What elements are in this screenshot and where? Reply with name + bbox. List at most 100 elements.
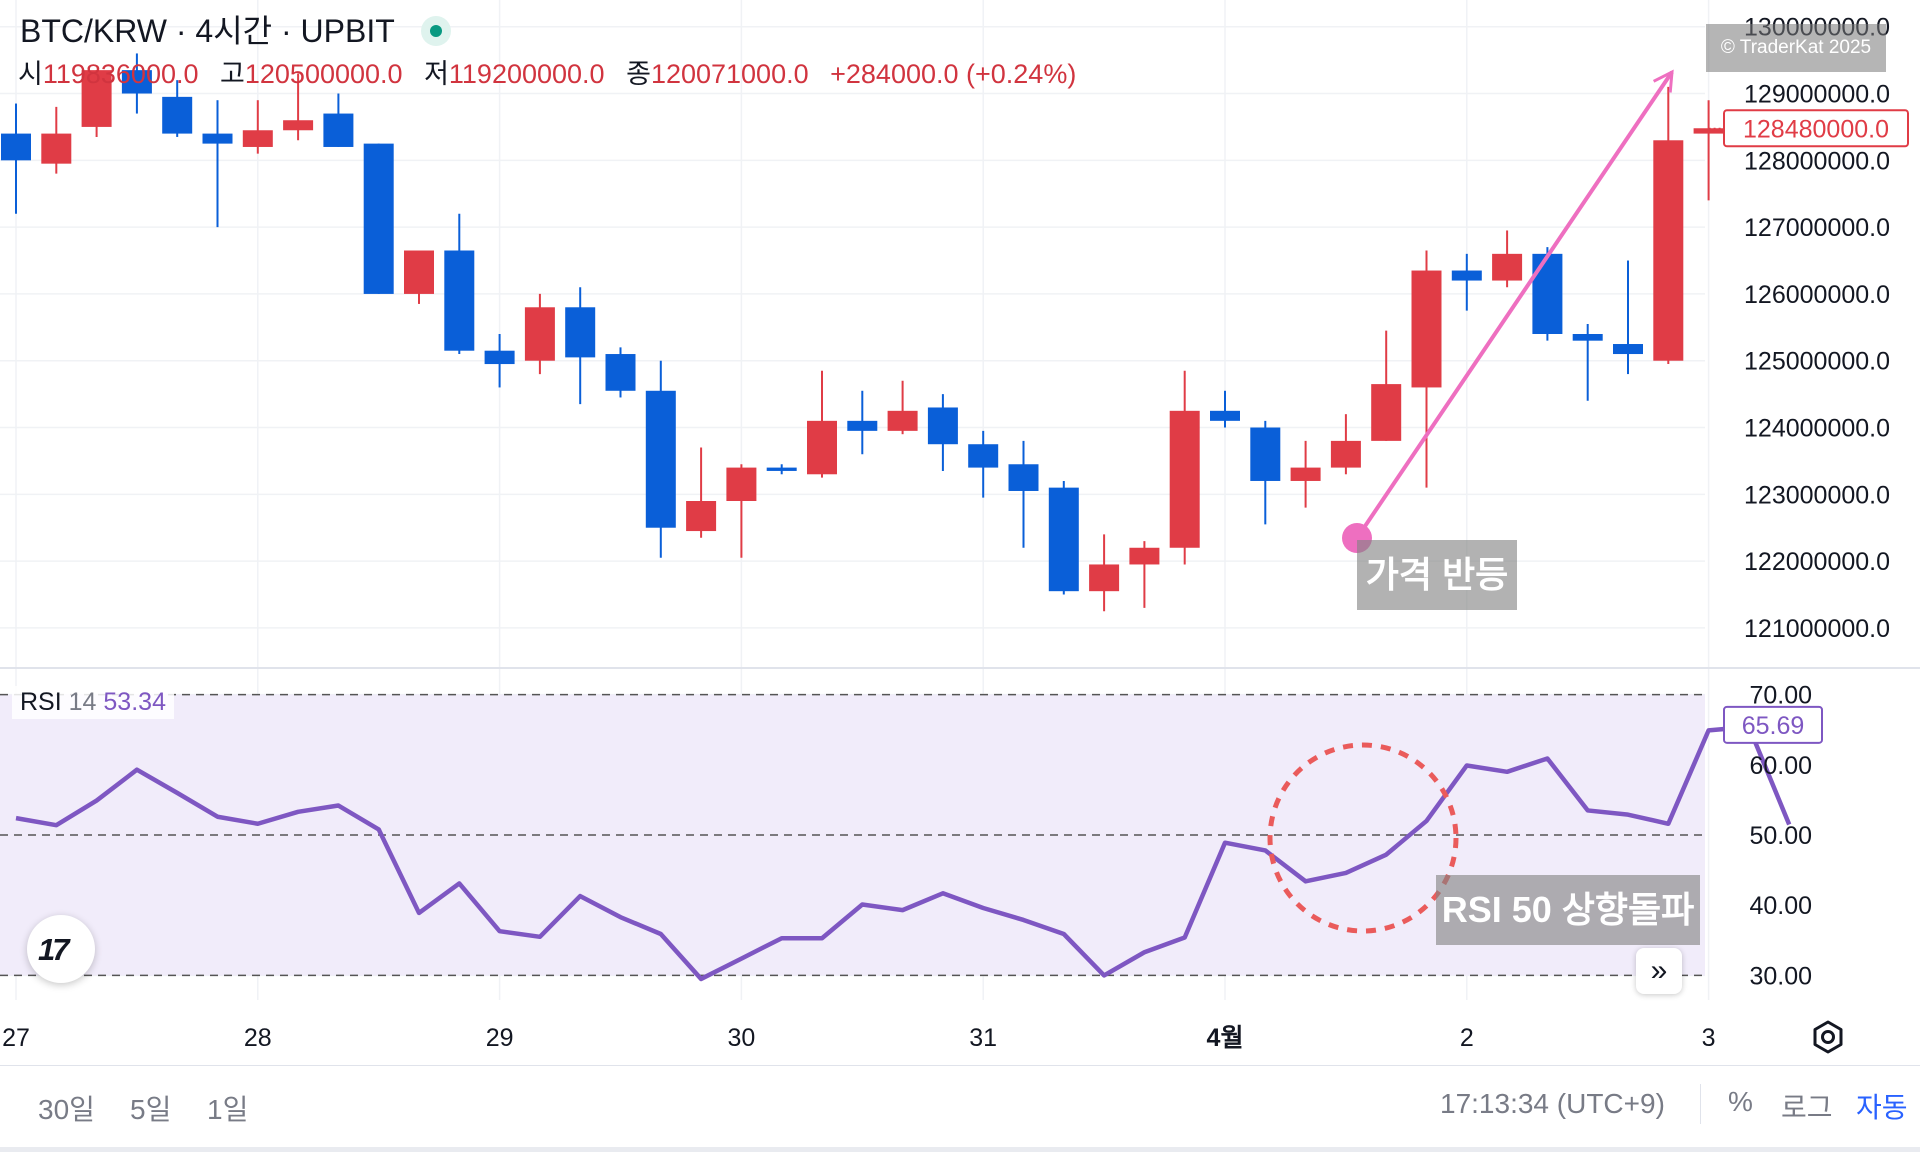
candle: [484, 334, 515, 388]
candle: [202, 100, 233, 228]
candle: [1371, 330, 1402, 441]
open-label: 시: [18, 59, 43, 89]
rsi-axis: 30.00 40.00 50.00 60.00 70.00: [1749, 682, 1812, 991]
candle: [887, 380, 918, 435]
price-axis: 121000000.0 122000000.0 123000000.0 1240000…: [1744, 14, 1890, 643]
candle-body: [1, 133, 31, 161]
price-tick-label: 125000000.0: [1744, 348, 1890, 376]
candle-body: [1371, 384, 1402, 441]
time-tick-label: 2: [1460, 1024, 1474, 1052]
candle-body: [1210, 410, 1240, 421]
gear-icon[interactable]: [1813, 1020, 1843, 1054]
percent-scale-toggle[interactable]: %: [1728, 1086, 1753, 1117]
price-rebound-label: 가격 반등: [1357, 540, 1517, 610]
price-tick-label: 128000000.0: [1744, 147, 1890, 175]
candle: [121, 53, 152, 114]
candle-body: [1290, 467, 1321, 481]
bottom-toolbar: 30일 5일 1일 17:13:34 (UTC+9) % 로그 자동: [0, 1065, 1920, 1148]
candle-body: [565, 307, 596, 358]
time-tick-label: 30: [727, 1024, 755, 1052]
candle-body: [1129, 547, 1160, 565]
auto-scale-toggle[interactable]: 자동: [1856, 1092, 1908, 1123]
time-tick-label: 4월: [1207, 1024, 1244, 1052]
rsi-name: RSI: [20, 688, 62, 716]
rsi-tick-label: 30.00: [1749, 962, 1812, 990]
candle-body: [645, 390, 676, 528]
candle-body: [81, 70, 112, 127]
clock-readout[interactable]: 17:13:34 (UTC+9): [1440, 1088, 1665, 1119]
candle-body: [162, 96, 193, 134]
range-button-1d[interactable]: 1일: [207, 1094, 249, 1125]
last-price-box: [1723, 109, 1909, 148]
candle-body: [1411, 270, 1442, 388]
candle: [847, 390, 878, 455]
candle-body: [605, 354, 636, 391]
candle-body: [1089, 564, 1120, 592]
rsi-line: [15, 724, 1792, 982]
scroll-to-realtime-button[interactable]: »: [1636, 948, 1682, 994]
candle: [968, 430, 999, 498]
candle-body: [444, 250, 475, 351]
market-status-icon: [420, 15, 451, 46]
watermark: © TraderKat 2025: [1706, 24, 1886, 72]
chart-canvas[interactable]: 121000000.0 122000000.0 123000000.0 1240000…: [0, 0, 1920, 1065]
candle-body: [1653, 140, 1684, 361]
candle: [323, 93, 354, 147]
candle-body: [1048, 487, 1079, 592]
candle: [1048, 480, 1079, 595]
candle: [807, 370, 837, 478]
candle: [605, 347, 636, 398]
symbol-legend[interactable]: BTC/KRW · 4시간 · UPBIT: [20, 6, 451, 52]
candle: [1250, 420, 1281, 525]
candle: [565, 287, 596, 405]
last-rsi-tag: 65.69: [1723, 705, 1823, 744]
close-label: 종: [626, 59, 651, 89]
price-tick-label: 127000000.0: [1744, 214, 1890, 242]
candle-body: [242, 130, 273, 147]
candle: [726, 464, 757, 558]
range-button-30d[interactable]: 30일: [38, 1094, 95, 1125]
rebound-arrow: [1355, 69, 1674, 540]
low-value: 119200000.0: [448, 59, 605, 89]
price-tick-label: 124000000.0: [1744, 415, 1890, 443]
last-rsi-box: [1723, 705, 1823, 744]
logo-text: 17: [38, 932, 70, 967]
candle-body: [1008, 464, 1039, 491]
range-button-5d[interactable]: 5일: [130, 1094, 172, 1125]
high-label: 고: [220, 59, 245, 89]
price-tick-label: 123000000.0: [1744, 481, 1890, 509]
change-value: +284000.0 (+0.24%): [830, 59, 1077, 89]
candlestick-series: [1, 53, 1724, 612]
candle-body: [1250, 427, 1281, 481]
time-tick-label: 28: [244, 1024, 272, 1052]
candle-body: [968, 444, 999, 468]
candle-body: [1169, 410, 1200, 548]
candle-body: [887, 410, 918, 431]
candle-body: [121, 70, 152, 94]
log-scale-toggle[interactable]: 로그: [1781, 1092, 1833, 1123]
candle: [1210, 390, 1240, 428]
candle-body: [1330, 440, 1361, 468]
candle-body: [726, 467, 757, 501]
candle: [1492, 230, 1523, 288]
last-rsi-label: 65.69: [1742, 712, 1805, 740]
symbol-title: BTC/KRW · 4시간 · UPBIT: [20, 13, 395, 49]
candle-body: [41, 133, 72, 164]
candle: [1653, 86, 1684, 365]
candle: [1169, 370, 1200, 565]
time-axis: 27 28 29 30 31 4월 2 3: [2, 1024, 1715, 1052]
candle: [1613, 260, 1643, 375]
tradingview-logo-icon[interactable]: 17: [27, 915, 95, 983]
candle: [1693, 100, 1724, 201]
candle-body: [283, 120, 314, 131]
rsi-tick-label: 70.00: [1749, 682, 1812, 710]
candle-body: [524, 307, 555, 361]
candle: [242, 100, 273, 154]
rsi-legend[interactable]: RSI 14 53.34: [12, 686, 174, 719]
candle: [1330, 414, 1361, 475]
rsi-tick-label: 40.00: [1749, 892, 1812, 920]
candle: [524, 293, 555, 375]
candle: [1129, 541, 1160, 608]
candle: [404, 250, 434, 304]
time-tick-label: 27: [2, 1024, 30, 1052]
